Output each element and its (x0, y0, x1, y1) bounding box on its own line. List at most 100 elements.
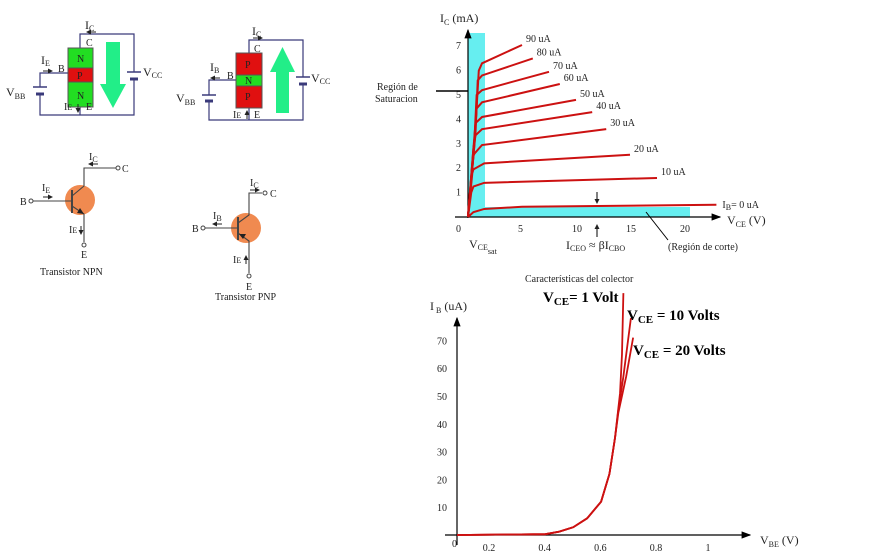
y-tick-label: 20 (437, 475, 447, 486)
base-label: B (192, 224, 199, 235)
x-axis-label: VCE (V) (727, 213, 766, 229)
ie-label: IE (233, 255, 241, 266)
electron-flow-down-arrow-icon (100, 42, 126, 108)
vbb-label: VBB (6, 85, 25, 101)
curve-v-ce-10-volts (456, 318, 632, 536)
x-tick-label: 0 (452, 539, 457, 550)
series-label: 80 uA (537, 47, 563, 58)
emitter-arrow-icon (239, 234, 246, 239)
emitter-label: E (81, 250, 87, 261)
layer-label: N (77, 91, 84, 102)
ie-label: IE (69, 225, 77, 236)
p-layer (235, 85, 263, 109)
series-label: 90 uA (526, 34, 552, 45)
emitter-terminal (81, 242, 87, 248)
x-tick-label: 1 (706, 543, 711, 554)
base-label: B (20, 197, 27, 208)
layer-label: P (77, 71, 83, 82)
collector-label: C (122, 164, 129, 175)
saturation-label: Saturacion (375, 94, 418, 105)
ib-label: IE (41, 53, 50, 68)
ie-label: IE (233, 110, 241, 121)
curve-v-ce-1-volt (456, 293, 625, 536)
layer-label: P (245, 92, 251, 103)
x-tick-label: 0.2 (483, 543, 496, 554)
x-tick-label: 0.4 (538, 543, 551, 554)
y-tick-label: 3 (456, 139, 461, 150)
curve-30-ua (467, 128, 607, 218)
cutoff-label: (Región de corte) (668, 242, 738, 253)
vbb-battery-icon (202, 94, 216, 103)
n-layer (67, 81, 94, 108)
series-label: 70 uA (553, 61, 579, 72)
pnp-block-circuit: P N P IC C IB B VBB VCC IE E (176, 24, 330, 121)
cutoff-region-fill (468, 207, 690, 217)
vcc-battery-icon (296, 76, 310, 86)
ic-label: IC (250, 178, 259, 190)
x-tick-label: 10 (572, 224, 582, 235)
emitter-terminal (246, 273, 252, 279)
layer-label: N (245, 76, 252, 87)
vcc-battery-icon (127, 71, 141, 81)
curve-40-ua (467, 111, 593, 218)
npn-block-circuit: N P N IC C IE B VBB VCC IE E (6, 18, 162, 116)
pnp-transistor-symbol: B C E IC IB IE Transistor PNP (192, 178, 277, 303)
base-label: B (58, 64, 65, 75)
ic-label: IC (89, 152, 98, 164)
y-axis-label: IC (mA) (440, 11, 478, 27)
curve-10-ua (467, 176, 658, 218)
x-tick-label: 0.6 (594, 543, 607, 554)
hole-flow-up-arrow-icon (270, 47, 295, 113)
series-label: 20 uA (634, 144, 660, 155)
series-label: IB= 0 uA (722, 200, 759, 212)
y-tick-label: 60 (437, 364, 447, 375)
vcesat-label: VCEsat (469, 237, 498, 256)
emitter-arrow-icon (77, 208, 84, 214)
series-label: VCE= 1 Volt (543, 290, 619, 308)
vbb-label: VBB (176, 91, 195, 107)
emitter-label: E (254, 110, 260, 121)
ic-label: IC (85, 18, 94, 33)
iceo-label: ICEO ≈ βICBO (566, 238, 625, 253)
series-label: 30 uA (610, 118, 636, 129)
ib-label: IB (210, 60, 219, 75)
y-tick-label: 4 (456, 114, 461, 125)
collector-label: C (86, 38, 93, 49)
ic-label: IC (252, 24, 261, 39)
vcc-label: VCC (311, 71, 330, 86)
vcc-label: VCC (143, 65, 162, 80)
y-tick-label: 50 (437, 392, 447, 403)
x-tick-label: 0 (456, 224, 461, 235)
input-characteristics-chart: Características del colector 0 0.2 0.4 0.6 0… (430, 274, 799, 554)
saturation-label: Región de (377, 82, 418, 93)
vbb-battery-icon (33, 86, 47, 96)
pnp-caption: Transistor PNP (215, 292, 276, 303)
y-tick-label: 5 (456, 90, 461, 101)
collector-terminal (262, 190, 268, 196)
ib-label: IB (213, 211, 222, 223)
emitter-label: E (86, 102, 92, 113)
y-tick-label: 7 (456, 41, 461, 52)
base-label: B (227, 71, 234, 82)
npn-caption: Transistor NPN (40, 267, 103, 278)
x-tick-label: 15 (626, 224, 636, 235)
chart-title: Características del colector (525, 274, 634, 285)
x-tick-label: 0.8 (650, 543, 663, 554)
y-tick-label: 2 (456, 163, 461, 174)
series-label: VCE = 10 Volts (627, 308, 720, 326)
series-label: 60 uA (564, 73, 590, 84)
x-tick-label: 5 (518, 224, 523, 235)
x-axis-label: VBE (V) (760, 533, 799, 549)
curve-v-ce-20-volts (456, 337, 635, 536)
series-label: 50 uA (580, 89, 606, 100)
y-tick-label: 30 (437, 448, 447, 459)
series-label: VCE = 20 Volts (633, 343, 726, 361)
npn-transistor-symbol: B C E IC IE IE Transistor NPN (20, 152, 129, 278)
ib-label: IE (42, 183, 50, 195)
y-tick-label: 40 (437, 420, 447, 431)
y-tick-label: 70 (437, 336, 447, 347)
base-terminal (200, 225, 206, 231)
base-terminal (28, 198, 34, 204)
